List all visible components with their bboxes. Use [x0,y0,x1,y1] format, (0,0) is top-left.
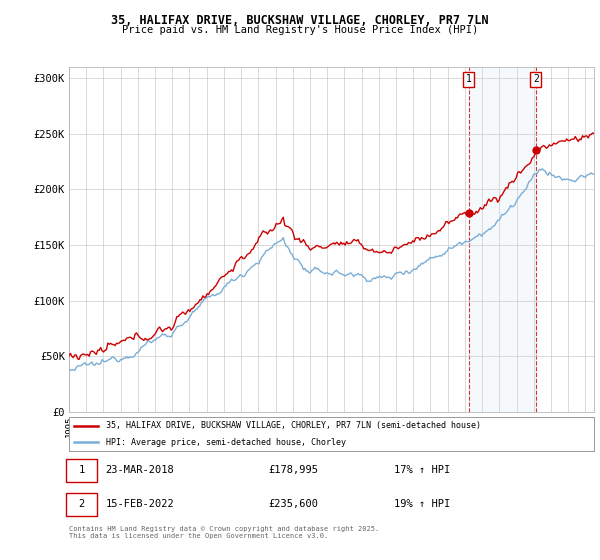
Text: 17% ↑ HPI: 17% ↑ HPI [395,465,451,475]
Text: HPI: Average price, semi-detached house, Chorley: HPI: Average price, semi-detached house,… [106,438,346,447]
Text: £235,600: £235,600 [269,500,319,510]
Text: 2: 2 [79,500,85,510]
Text: 15-FEB-2022: 15-FEB-2022 [106,500,175,510]
Text: 35, HALIFAX DRIVE, BUCKSHAW VILLAGE, CHORLEY, PR7 7LN: 35, HALIFAX DRIVE, BUCKSHAW VILLAGE, CHO… [111,14,489,27]
FancyBboxPatch shape [67,493,97,516]
Text: 1: 1 [79,465,85,475]
Text: 2: 2 [533,74,539,84]
Text: 23-MAR-2018: 23-MAR-2018 [106,465,175,475]
Text: 19% ↑ HPI: 19% ↑ HPI [395,500,451,510]
FancyBboxPatch shape [67,459,97,482]
Text: 35, HALIFAX DRIVE, BUCKSHAW VILLAGE, CHORLEY, PR7 7LN (semi-detached house): 35, HALIFAX DRIVE, BUCKSHAW VILLAGE, CHO… [106,421,481,430]
Text: £178,995: £178,995 [269,465,319,475]
Text: Contains HM Land Registry data © Crown copyright and database right 2025.
This d: Contains HM Land Registry data © Crown c… [69,526,379,539]
Bar [469,67,536,412]
Text: Price paid vs. HM Land Registry's House Price Index (HPI): Price paid vs. HM Land Registry's House … [122,25,478,35]
Text: 1: 1 [466,74,472,84]
